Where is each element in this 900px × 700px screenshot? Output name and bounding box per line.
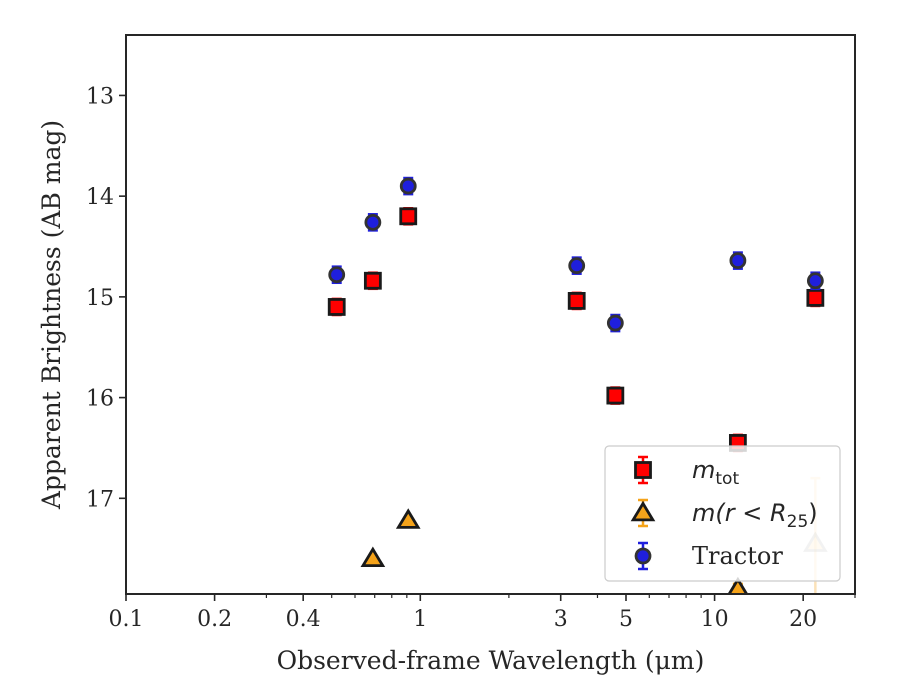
mtot-point-1 xyxy=(363,271,382,290)
mr25-point-0 xyxy=(360,546,386,568)
tractor-point-5 xyxy=(729,252,747,270)
x-tick-label-1: 0.2 xyxy=(197,607,232,632)
mr25-point-2 xyxy=(727,576,749,594)
x-tick-label-6: 10 xyxy=(701,607,729,632)
tractor-point-3 xyxy=(568,257,586,275)
mtot-point-4 xyxy=(606,386,625,405)
series-tractor xyxy=(328,176,824,333)
legend-label-mr25-sub: 25 xyxy=(787,512,809,532)
legend-label-mtot: mtot xyxy=(692,456,739,489)
mtot-point-3 xyxy=(567,292,586,310)
y-tick-label-3: 16 xyxy=(86,387,114,412)
tractor-point-2 xyxy=(399,177,417,195)
mtot-point-0 xyxy=(327,298,346,316)
x-tick-label-4: 3 xyxy=(554,607,568,632)
mtot-point-6 xyxy=(806,288,825,307)
legend-label-mtot-main: m xyxy=(692,456,715,484)
legend-marker-tractor xyxy=(634,547,652,565)
legend: mtot m(r < R25) Tractor xyxy=(604,445,841,582)
x-axis-label: Observed-frame Wavelength (μm) xyxy=(277,646,705,675)
y-axis-label: Apparent Brightness (AB mag) xyxy=(37,120,66,510)
chart-axes: 0.1 0.2 0.4 1 3 5 10 201314151617Observed-frame… xyxy=(37,34,856,675)
legend-label-mtot-sub: tot xyxy=(715,469,739,489)
series-mtot xyxy=(327,206,825,453)
legend-label-tractor: Tractor xyxy=(692,542,783,570)
legend-label-mr25-suffix: ) xyxy=(808,499,817,527)
x-tick-label-2: 0.4 xyxy=(286,607,321,632)
legend-label-mr25: m(r < R25) xyxy=(692,499,818,532)
chart-marks xyxy=(327,176,828,594)
plot-frame xyxy=(125,34,856,595)
legend-box xyxy=(604,445,841,582)
mr25-point-1 xyxy=(395,508,421,529)
mtot-point-2 xyxy=(399,207,418,226)
y-tick-label-1: 14 xyxy=(86,185,114,210)
legend-marker-mr25 xyxy=(630,500,656,522)
x-tick-label-3: 1 xyxy=(413,607,427,632)
y-tick-label-0: 13 xyxy=(86,84,114,109)
tractor-point-0 xyxy=(328,266,346,284)
y-tick-label-2: 15 xyxy=(86,286,114,311)
tractor-point-4 xyxy=(606,314,624,332)
tractor-point-6 xyxy=(806,272,824,290)
x-tick-label-5: 5 xyxy=(619,607,633,632)
x-tick-label-0: 0.1 xyxy=(109,607,144,632)
tractor-point-1 xyxy=(364,213,382,231)
legend-label-mr25-prefix: m(r < R xyxy=(692,499,787,527)
y-tick-label-4: 17 xyxy=(86,487,114,512)
x-tick-label-7: 20 xyxy=(789,607,817,632)
legend-marker-mtot xyxy=(634,461,652,479)
